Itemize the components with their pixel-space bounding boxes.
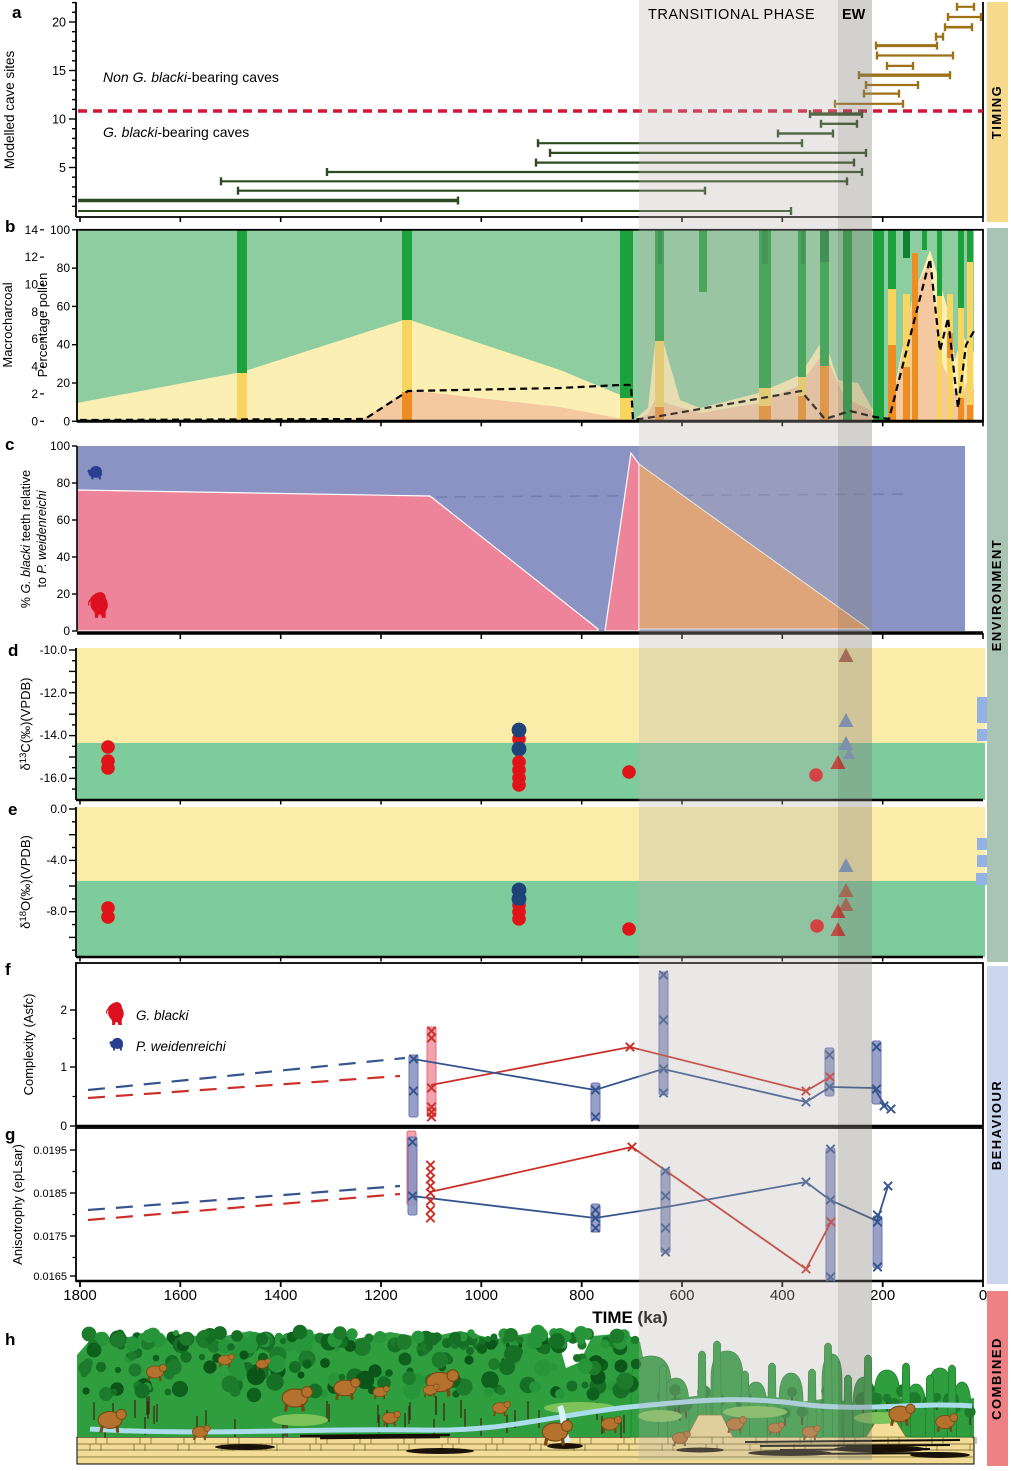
svg-text:f: f (5, 960, 11, 979)
svg-text:BEHAVIOUR: BEHAVIOUR (989, 1080, 1004, 1171)
svg-text:G. blacki: G. blacki (136, 1008, 190, 1023)
svg-text:-10.0: -10.0 (40, 643, 68, 657)
svg-text:0: 0 (63, 624, 70, 638)
svg-text:0.0: 0.0 (50, 802, 67, 816)
svg-text:Complexity (Asfc): Complexity (Asfc) (21, 994, 36, 1096)
svg-text:Percentage pollen: Percentage pollen (35, 273, 50, 378)
svg-text:10: 10 (52, 113, 66, 127)
svg-text:15: 15 (52, 64, 66, 78)
svg-text:1600: 1600 (164, 1287, 197, 1304)
svg-text:20: 20 (57, 587, 71, 601)
svg-text:ENVIRONMENT: ENVIRONMENT (989, 539, 1004, 652)
svg-text:5: 5 (59, 161, 66, 175)
svg-text:0: 0 (63, 414, 70, 428)
svg-text:80: 80 (57, 476, 71, 490)
svg-text:1800: 1800 (63, 1287, 96, 1304)
svg-text:100: 100 (50, 223, 70, 237)
svg-text:g: g (5, 1125, 15, 1144)
svg-text:-4.0: -4.0 (46, 853, 67, 867)
svg-text:EW: EW (842, 7, 866, 23)
svg-text:c: c (5, 435, 14, 454)
svg-text:800: 800 (569, 1287, 594, 1304)
svg-text:COMBINED: COMBINED (989, 1337, 1004, 1420)
svg-text:Non G. blacki-bearing caves: Non G. blacki-bearing caves (103, 69, 279, 85)
svg-text:-16.0: -16.0 (40, 771, 68, 785)
svg-text:to P. weidenreichi: to P. weidenreichi (35, 489, 49, 587)
svg-text:0.0195: 0.0195 (33, 1145, 67, 1157)
svg-text:40: 40 (57, 338, 71, 352)
svg-text:0: 0 (31, 414, 38, 428)
svg-text:TIMING: TIMING (989, 85, 1004, 140)
svg-text:% G. blacki teeth relative: % G. blacki teeth relative (19, 470, 33, 608)
svg-text:100: 100 (50, 439, 70, 453)
svg-text:d: d (8, 641, 18, 660)
svg-text:0: 0 (979, 1287, 987, 1304)
svg-text:P. weidenreichi: P. weidenreichi (136, 1039, 227, 1054)
svg-text:-12.0: -12.0 (40, 686, 68, 700)
svg-text:1000: 1000 (465, 1287, 498, 1304)
svg-text:0: 0 (60, 1119, 67, 1133)
svg-text:2: 2 (31, 387, 38, 401)
svg-text:20: 20 (57, 376, 71, 390)
svg-text:12: 12 (25, 250, 39, 264)
svg-text:b: b (5, 217, 15, 236)
svg-text:a: a (12, 3, 22, 22)
svg-text:e: e (8, 800, 17, 819)
svg-text:1: 1 (60, 1060, 67, 1074)
svg-text:200: 200 (870, 1287, 895, 1304)
svg-text:60: 60 (57, 299, 71, 313)
svg-text:14: 14 (25, 223, 39, 237)
svg-text:1400: 1400 (264, 1287, 297, 1304)
svg-text:Macrocharcoal: Macrocharcoal (0, 282, 15, 367)
svg-text:-8.0: -8.0 (46, 904, 67, 918)
svg-text:TRANSITIONAL PHASE: TRANSITIONAL PHASE (648, 7, 815, 23)
svg-text:40: 40 (57, 550, 71, 564)
svg-text:G. blacki-bearing caves: G. blacki-bearing caves (103, 124, 249, 140)
svg-text:2: 2 (60, 1003, 67, 1017)
svg-text:1200: 1200 (364, 1287, 397, 1304)
svg-text:20: 20 (52, 16, 66, 30)
svg-text:60: 60 (57, 513, 71, 527)
svg-text:Modelled cave sites: Modelled cave sites (2, 50, 17, 169)
svg-text:-14.0: -14.0 (40, 728, 68, 742)
svg-text:80: 80 (57, 261, 71, 275)
svg-text:Anisotrophy (epLsar): Anisotrophy (epLsar) (10, 1144, 25, 1265)
svg-text:0.0185: 0.0185 (33, 1188, 67, 1200)
svg-text:0.0175: 0.0175 (33, 1231, 67, 1243)
svg-text:h: h (5, 1330, 15, 1349)
svg-text:0.0165: 0.0165 (33, 1271, 67, 1283)
